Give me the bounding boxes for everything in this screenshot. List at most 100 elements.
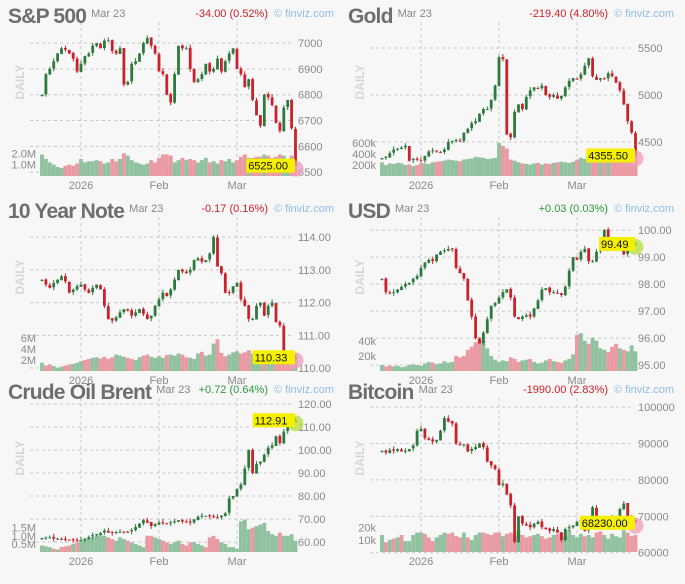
candle-body (48, 68, 52, 75)
volume-bar (481, 340, 486, 371)
volume-bar (196, 353, 200, 371)
candle-body (56, 53, 59, 62)
candle-body (450, 421, 454, 424)
candle-body (91, 45, 95, 53)
chart-panel-usd[interactable]: 95.00 96.00 97.00 98.00 99.00 100.00 2026 Feb Ma… (340, 195, 682, 390)
candle-body (110, 318, 114, 321)
candle (220, 57, 223, 74)
finviz-watermark-link[interactable]: © finviz.com (613, 8, 674, 20)
chart-title[interactable]: Bitcoin Mar 23 (348, 381, 453, 405)
candle-body (380, 278, 384, 281)
volume-bar (469, 346, 474, 371)
volume-bar (547, 163, 552, 176)
candle (87, 288, 91, 294)
chart-title-text[interactable]: Gold (348, 5, 393, 28)
chart-title-text[interactable]: S&P 500 (8, 5, 87, 28)
volume-bar (536, 162, 540, 176)
chart-panel-bitcoin[interactable]: 60000 70000 80000 90000 100000 2026 Feb Mar DAIL… (340, 376, 682, 571)
finviz-watermark-link[interactable]: © finviz.com (613, 203, 674, 215)
candle-body (450, 141, 454, 143)
candle (262, 301, 266, 317)
volume-bar (422, 163, 427, 176)
volume-bar (450, 160, 455, 176)
chart-title-text[interactable]: Crude Oil Brent (8, 381, 152, 404)
x-tick-label: 2026 (69, 180, 93, 192)
candle-body (255, 305, 258, 320)
candle (259, 461, 262, 466)
candle (48, 66, 52, 76)
candle (567, 268, 571, 290)
chart-canvas: 60.00 70.00 80.00 90.00 100.00 110.00 120.00 20… (12, 398, 332, 568)
y-tick-label: 80000 (638, 475, 669, 487)
finviz-watermark-link[interactable]: © finviz.com (273, 384, 334, 396)
candle-body (91, 535, 95, 537)
volume-tick-label: 600k (352, 138, 376, 150)
finviz-watermark-link[interactable]: © finviz.com (613, 384, 674, 396)
last-price-tag (586, 148, 635, 163)
candle (536, 520, 540, 525)
candle (48, 535, 52, 539)
candle (392, 146, 396, 156)
volume-bar (434, 161, 439, 176)
candle (388, 290, 392, 295)
chart-title-text[interactable]: USD (348, 200, 391, 223)
candle (118, 529, 122, 533)
candle (40, 279, 44, 282)
candle-body (474, 121, 477, 124)
chart-panel-crude-oil-brent[interactable]: 60.00 70.00 80.00 90.00 100.00 110.00 120.00 20… (0, 376, 342, 571)
candle (266, 303, 270, 319)
chart-panel-10-year-note[interactable]: 110.00 111.00 112.00 113.00 114.00 2026 Feb Mar… (0, 195, 342, 390)
finviz-watermark-link[interactable]: © finviz.com (273, 8, 334, 20)
volume-bar (184, 545, 189, 552)
candle (392, 289, 396, 296)
chart-title-text[interactable]: 10 Year Note (8, 200, 125, 223)
volume-bar (102, 163, 107, 176)
candle-body (505, 289, 509, 293)
candle-body (161, 522, 165, 524)
finviz-watermark-link[interactable]: © finviz.com (273, 203, 334, 215)
candle (216, 514, 219, 519)
candle-body (243, 468, 247, 485)
candle-body (427, 259, 431, 263)
candle (130, 528, 134, 535)
y-tick-label: 70000 (638, 511, 669, 523)
chart-panel-s-p-500[interactable]: 6500 6600 6700 6800 6900 7000 2026 Feb Mar DAILY 1… (0, 0, 342, 195)
volume-bar (419, 365, 423, 371)
volume-bar (524, 359, 529, 371)
volume-bar (133, 543, 138, 552)
chart-panel-gold[interactable]: 4500 5000 5500 2026 Feb Mar DAILY 200k 400k 600k 4… (340, 0, 682, 195)
candle-body (138, 53, 141, 62)
candle-body (384, 278, 388, 293)
chart-title[interactable]: Gold Mar 23 (348, 5, 432, 29)
candle-body (126, 309, 130, 311)
volume-bar (203, 547, 208, 552)
candle-body (419, 267, 423, 277)
chart-title[interactable]: USD Mar 23 (348, 200, 429, 224)
volume-bar (227, 547, 232, 552)
candle-body (231, 496, 235, 499)
candle-body (443, 418, 446, 431)
chart-title[interactable]: S&P 500 Mar 23 (8, 5, 125, 29)
candle (223, 511, 227, 517)
chart-title-text[interactable]: Bitcoin (348, 381, 414, 404)
chart-title[interactable]: 10 Year Note Mar 23 (8, 200, 163, 224)
candle-body (173, 279, 176, 290)
candle (79, 281, 83, 287)
chart-title[interactable]: Crude Oil Brent Mar 23 (8, 381, 190, 405)
candle-body (286, 426, 290, 431)
volume-bar (442, 160, 447, 176)
candle-body (392, 149, 396, 153)
candle-body (71, 539, 75, 541)
candle (173, 277, 176, 291)
candle (99, 42, 102, 49)
candle (528, 87, 532, 100)
volume-bar (114, 540, 119, 552)
candle (474, 118, 477, 125)
candle (188, 518, 192, 526)
candle (400, 285, 403, 291)
volume-bar (192, 358, 197, 371)
candle-body (532, 87, 536, 91)
volume-bar (473, 342, 478, 371)
candle (278, 320, 282, 328)
volume-bar (582, 159, 587, 176)
